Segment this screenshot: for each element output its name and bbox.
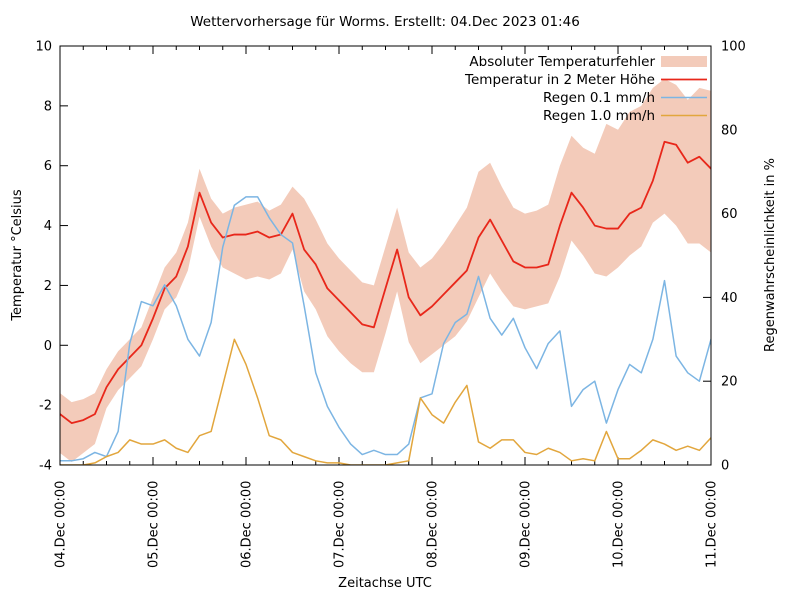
- y-left-tick-label: 0: [44, 339, 52, 354]
- legend-label-rain-01: Regen 0.1 mm/h: [543, 90, 655, 106]
- y-left-tick-label: -2: [39, 399, 52, 414]
- y-right-tick-label: 40: [721, 291, 738, 306]
- x-axis-label: Zeitachse UTC: [338, 576, 432, 591]
- x-tick-label: 04.Dec 00:00: [54, 481, 69, 568]
- y-right-tick-label: 100: [721, 40, 746, 55]
- x-tick-label: 10.Dec 00:00: [612, 481, 627, 568]
- legend-label-temperature: Temperatur in 2 Meter Höhe: [464, 72, 655, 88]
- chart-title: Wettervorhersage für Worms. Erstellt: 04…: [190, 14, 580, 30]
- y-right-tick-label: 0: [721, 459, 729, 474]
- temperature-line: [60, 140, 711, 425]
- y-right-tick-label: 20: [721, 375, 738, 390]
- y-axis-label-right: Regenwahrscheinlichkeit in %: [763, 158, 778, 352]
- legend-item-rain-10: Regen 1.0 mm/h: [543, 108, 707, 124]
- legend-item-temperature: Temperatur in 2 Meter Höhe: [464, 72, 707, 88]
- x-tick-label: 06.Dec 00:00: [240, 481, 255, 568]
- y-left-tick-label: 2: [44, 279, 52, 294]
- chart-legend: Absoluter Temperaturfehler Temperatur in…: [464, 54, 707, 124]
- y-left-tick-label: 6: [44, 159, 52, 174]
- legend-swatch-error-band: [661, 56, 707, 67]
- legend-item-error-band: Absoluter Temperaturfehler: [469, 54, 707, 70]
- error-band: [60, 78, 711, 463]
- x-tick-label: 09.Dec 00:00: [519, 481, 534, 568]
- rain-10-line: [60, 338, 711, 465]
- y-left-tick-label: 4: [44, 219, 52, 234]
- y-right-tick-label: 80: [721, 123, 738, 138]
- plot-series-group: 04.Dec 00:00 05.Dec 00:00 06.Dec 00:00 07.D…: [35, 40, 745, 569]
- legend-item-rain-01: Regen 0.1 mm/h: [543, 90, 707, 106]
- legend-label-rain-10: Regen 1.0 mm/h: [543, 108, 655, 124]
- x-tick-label: 05.Dec 00:00: [147, 481, 162, 568]
- legend-label-error-band: Absoluter Temperaturfehler: [469, 54, 655, 70]
- rain-01-line: [60, 196, 711, 462]
- plot-border: [59, 45, 712, 466]
- x-tick-label: 07.Dec 00:00: [333, 481, 348, 568]
- x-tick-label: 08.Dec 00:00: [426, 481, 441, 568]
- y-left-tick-label: 8: [44, 99, 52, 114]
- x-tick-label: 11.Dec 00:00: [705, 481, 720, 568]
- y-left-tick-label: -4: [39, 459, 52, 474]
- y-left-tick-label: 10: [35, 40, 52, 55]
- y-right-tick-label: 60: [721, 207, 738, 222]
- y-axis-label-left: Temperatur °Celsius: [10, 189, 25, 322]
